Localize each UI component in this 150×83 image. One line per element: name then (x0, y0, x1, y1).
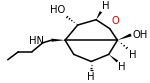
Polygon shape (51, 39, 65, 42)
Text: HN: HN (29, 36, 44, 46)
Text: H: H (87, 72, 95, 82)
Polygon shape (96, 11, 102, 20)
Text: O: O (112, 16, 119, 26)
Text: H: H (118, 62, 126, 72)
Text: OH: OH (132, 30, 147, 40)
Polygon shape (117, 33, 132, 40)
Text: H: H (129, 50, 137, 60)
Polygon shape (109, 54, 118, 62)
Text: HO: HO (50, 5, 65, 15)
Text: H: H (102, 1, 109, 11)
